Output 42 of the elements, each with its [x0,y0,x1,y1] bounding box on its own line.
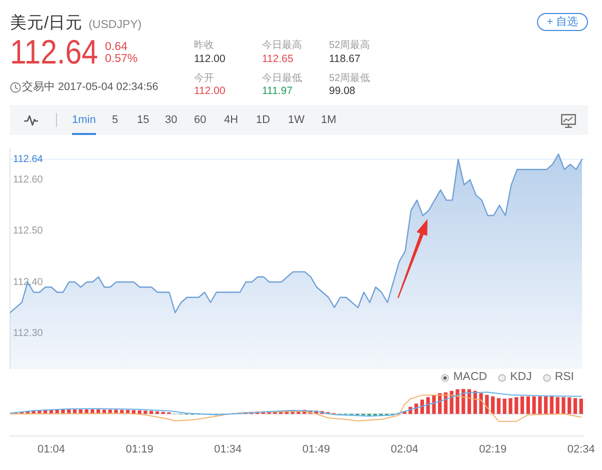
text: 60 [194,114,206,126]
text: 昨收 [194,40,214,51]
text: 118.67 [329,53,360,65]
text: 99.08 [329,85,356,97]
text: 1W [288,114,304,126]
ref-line-label: 112.64 [13,154,44,165]
x-tick-label: 02:34 [567,443,595,456]
text: 今日最高 [262,40,302,51]
text: (USDJPY) [88,19,142,32]
text: 美元/日元 [10,14,83,32]
x-tick-label: 01:34 [214,443,242,456]
x-tick-label: 01:04 [37,443,65,456]
x-tick-label: 01:19 [126,443,154,456]
x-tick-label: 02:04 [390,443,418,456]
text: 今日最低 [262,73,302,84]
text: KDJ [510,371,532,384]
text: 30 [165,114,178,126]
text: 交易中 2017-05-04 02:34:56 [22,81,158,93]
text: 1min [72,114,96,126]
text: 52周最低 [329,73,370,84]
text: 15 [137,114,150,126]
y-tick-label: 112.60 [13,174,44,186]
text: 0.57% [105,53,138,66]
text: 52周最高 [329,40,370,51]
text: 1M [321,114,336,126]
x-tick-label: 01:49 [302,443,330,456]
text: 5 [112,114,118,126]
text: 112.64 [10,34,98,72]
text: 1D [256,114,270,126]
text: RSI [554,371,574,384]
text: 112.65 [262,53,294,65]
text: 111.97 [262,85,293,97]
text: 112.00 [194,53,226,65]
y-tick-label: 112.50 [13,226,44,237]
text: MACD [453,371,488,384]
text: 今开 [194,73,214,84]
text: 0.64 [105,41,128,54]
y-tick-label: 112.30 [13,328,44,339]
text: 4H [224,114,238,126]
x-tick-label: 02:19 [479,443,507,456]
y-tick-label: 112.40 [13,276,44,288]
text: 112.00 [194,85,226,97]
